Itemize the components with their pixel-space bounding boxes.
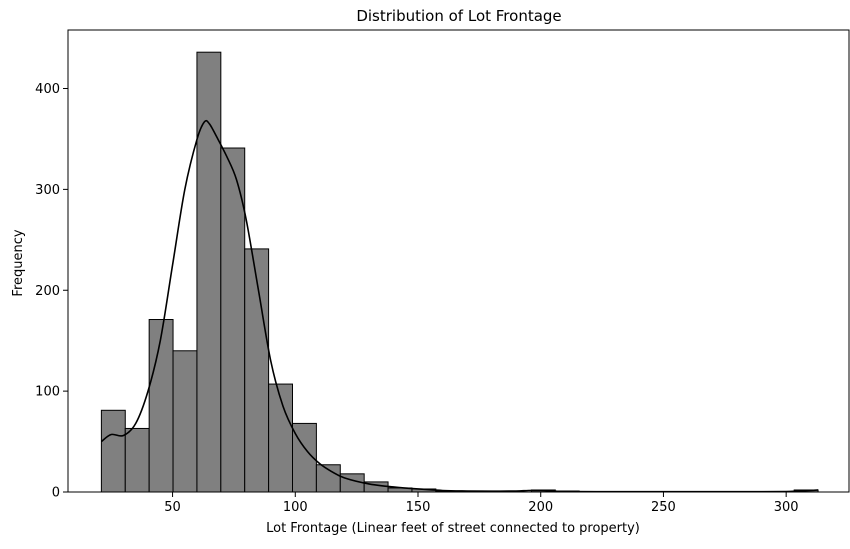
x-tick-label: 50: [164, 500, 181, 515]
y-tick-label: 400: [35, 82, 60, 97]
y-tick-label: 200: [35, 284, 60, 299]
y-axis-label: Frequency: [11, 229, 26, 296]
x-tick-label: 300: [774, 500, 799, 515]
histogram-bar: [244, 248, 270, 493]
y-tick-label: 300: [35, 183, 60, 198]
histogram-bar: [196, 51, 222, 493]
x-tick-label: 250: [651, 500, 676, 515]
chart-title: Distribution of Lot Frontage: [356, 7, 561, 25]
x-axis-label: Lot Frontage (Linear feet of street conn…: [266, 521, 640, 536]
plot-frame: [67, 29, 850, 493]
y-tick-label: 0: [52, 486, 60, 501]
bars-layer: [100, 51, 819, 493]
histogram-bar: [148, 319, 174, 493]
x-axis-ticks: 50 100 150 200 250 300: [164, 492, 799, 515]
histogram-bar: [100, 409, 126, 493]
x-tick-label: 100: [283, 500, 308, 515]
histogram-bar: [124, 427, 150, 493]
y-axis-ticks: 0 100 200 300 400: [35, 82, 68, 501]
x-tick-label: 150: [406, 500, 431, 515]
x-tick-label: 200: [528, 500, 553, 515]
histogram-bar: [172, 350, 198, 493]
y-tick-label: 100: [35, 385, 60, 400]
